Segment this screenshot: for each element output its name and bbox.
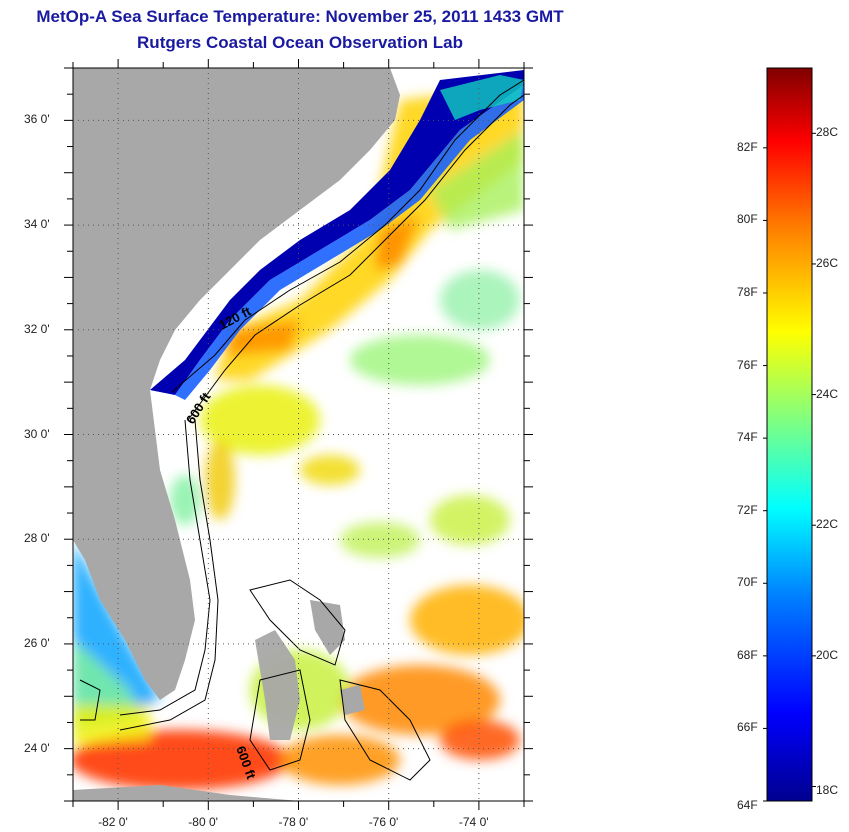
colorbar-label-c: 26C [816, 255, 839, 270]
colorbar-label-f: 66F [737, 720, 758, 735]
graticule [73, 68, 524, 801]
lat-tick-label: 24 0' [24, 740, 50, 755]
lon-tick-label: -76 0' [368, 815, 399, 829]
lon-tick-label: -74 0' [458, 815, 489, 829]
sst-field [73, 85, 524, 790]
lon-tick-label: -80 0' [188, 815, 218, 829]
lat-tick-label: 34 0' [24, 217, 50, 232]
lat-tick-label: 30 0' [24, 426, 50, 441]
colorbar [766, 67, 813, 802]
colorbar-label-f: 80F [737, 212, 758, 227]
axis-ticks [64, 59, 533, 810]
colorbar-label-f: 76F [737, 357, 758, 372]
colorbar-label-c: 20C [816, 647, 839, 662]
map-subtitle: Rutgers Coastal Ocean Observation Lab [137, 33, 463, 52]
isobath-600ft [187, 94, 524, 421]
colorbar-label-f: 78F [737, 284, 758, 299]
colorbar-label-f: 82F [737, 139, 758, 154]
colorbar-label-c: 18C [816, 783, 839, 798]
lat-tick-label: 26 0' [24, 635, 50, 650]
lat-tick-label: 28 0' [24, 531, 50, 546]
colorbar-label-c: 22C [816, 517, 839, 532]
colorbar-label-f: 68F [737, 647, 758, 662]
lat-tick-label: 36 0' [24, 112, 50, 127]
colorbar-label-f: 74F [737, 430, 758, 445]
colorbar-label-f: 72F [737, 502, 758, 517]
lon-tick-label: -82 0' [98, 815, 128, 829]
colorbar-label-c: 24C [816, 386, 839, 401]
colorbar-label-f: 64F [737, 798, 758, 812]
lat-tick-label: 32 0' [24, 321, 50, 336]
colorbar-label-f: 70F [737, 575, 758, 590]
isobath-120ft [171, 79, 524, 393]
coastal-cold-band [150, 70, 524, 395]
colorbar-ticks [763, 132, 816, 802]
colorbar-label-c: 28C [816, 125, 839, 140]
map-title: MetOp-A Sea Surface Temperature: Novembe… [36, 7, 564, 26]
lon-tick-label: -78 0' [278, 815, 309, 829]
land-mass [73, 68, 400, 700]
